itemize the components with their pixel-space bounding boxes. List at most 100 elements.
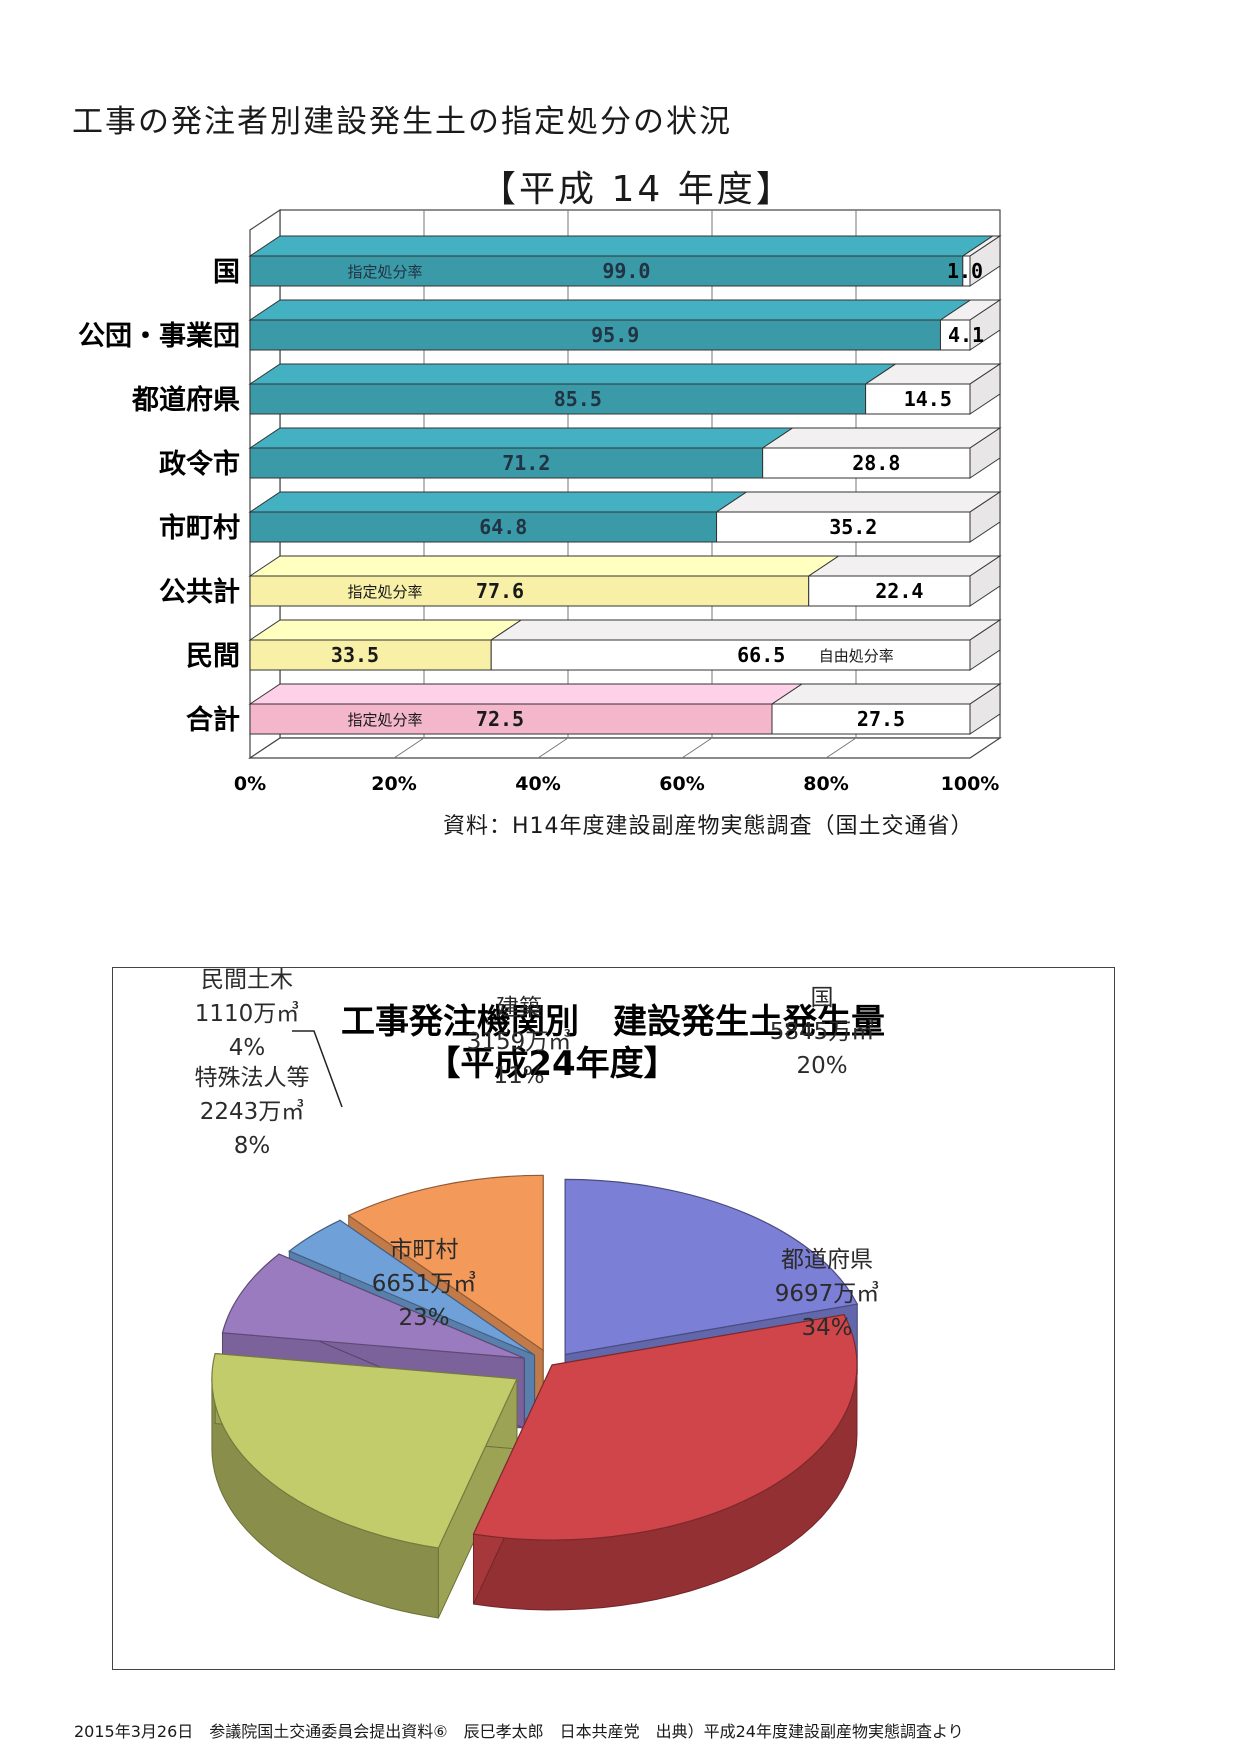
bar-value-free: 22.4 xyxy=(875,579,923,603)
bar-end-face xyxy=(969,235,1001,287)
bar-chart-x-ticks: 0% 20% 40% 60% 80% 100% xyxy=(234,773,999,795)
bar-designated-top xyxy=(248,427,795,449)
bar-free-segment xyxy=(865,383,971,415)
pie-leader-line xyxy=(292,1030,343,1108)
bar-designated-top xyxy=(248,619,523,641)
bar-value-designated: 71.2 xyxy=(502,451,550,475)
bar-free-top xyxy=(770,683,1002,705)
pie-slice-percent: 34% xyxy=(801,1315,852,1341)
pie-slice-name: 特殊法人等 xyxy=(195,1065,310,1091)
bar-end-face xyxy=(969,555,1001,607)
pie-slice xyxy=(347,1174,544,1352)
bar-value-designated: 85.5 xyxy=(554,387,602,411)
bar-value-designated: 33.5 xyxy=(331,643,379,667)
bar-category-label: 政令市 xyxy=(159,448,240,480)
bar-chart-subtitle: 【平成 14 年度】 xyxy=(480,169,795,210)
pie-slice-value: 9697万㎥ xyxy=(775,1280,880,1307)
page-title: 工事の発注者別建設発生土の指定処分の状況 xyxy=(72,104,732,140)
bar-value-designated: 72.5 xyxy=(476,707,524,731)
pie-slice-percent: 4% xyxy=(229,1035,266,1061)
bar-value-free: 14.5 xyxy=(904,387,952,411)
bar-free-segment xyxy=(762,447,971,479)
bar-end-face xyxy=(969,619,1001,671)
pie-slice xyxy=(288,1219,535,1356)
pie-slice-percent: 23% xyxy=(398,1305,449,1331)
pie-slice-value: 5845万㎥ xyxy=(770,1018,875,1045)
bar-annotation: 指定処分率 xyxy=(347,711,422,729)
pie-slice-name: 国 xyxy=(811,985,834,1011)
pie-slice-value: 6651万㎥ xyxy=(372,1270,477,1297)
pie-chart-slices xyxy=(211,1174,859,1619)
bar-annotation: 指定処分率 xyxy=(347,583,422,601)
bar-category-label: 民間 xyxy=(186,641,240,672)
bar-value-free: 66.5 xyxy=(737,643,785,667)
bar-designated-top xyxy=(248,363,898,385)
bar-designated-segment xyxy=(249,383,867,415)
bar-x-tick-label: 20% xyxy=(371,773,416,795)
bar-chart-floor xyxy=(248,737,1002,759)
bar-annotation: 自由処分率 xyxy=(819,647,894,665)
bar-designated-segment xyxy=(249,703,773,735)
pie-slice-name: 民間土木 xyxy=(201,967,293,993)
bar-chart-source: 資料：H14年度建設副産物実態調査（国土交通省） xyxy=(443,814,974,839)
bar-value-free: 27.5 xyxy=(857,707,905,731)
pie-slice-value: 2243万㎥ xyxy=(200,1098,305,1125)
bar-x-tick-label: 100% xyxy=(941,773,1000,795)
bar-end-face xyxy=(969,299,1001,351)
pie-slice-value: 1110万㎥ xyxy=(195,1000,300,1027)
pie-chart-labels: 国 5845万㎥ 20% 都道府県 9697万㎥ 34% 市町村 6651万㎥ 23% 特殊法人等… xyxy=(195,967,880,1341)
bar-end-face xyxy=(969,363,1001,415)
bar-free-segment xyxy=(808,575,971,607)
pie-chart: 工事発注機関別 建設発生土発生量 【平成24年度】 国 5845万㎥ 20% 都道府県… xyxy=(195,967,885,1619)
pie-slice-value: 3159万㎥ xyxy=(467,1028,572,1055)
pie-slice-percent: 8% xyxy=(234,1133,271,1159)
bar-designated-top xyxy=(248,491,749,513)
pie-slice xyxy=(472,1314,858,1541)
pie-slice xyxy=(211,1352,518,1549)
pie-chart-subtitle: 【平成24年度】 xyxy=(426,1044,677,1084)
bar-free-top xyxy=(807,555,1002,577)
pie-slice xyxy=(564,1178,859,1356)
bar-designated-segment xyxy=(249,319,941,351)
bar-x-tick-label: 0% xyxy=(234,773,266,795)
bar-category-label: 市町村 xyxy=(159,512,240,544)
bar-value-designated: 64.8 xyxy=(479,515,527,539)
bar-free-top xyxy=(714,491,1002,513)
bar-designated-segment xyxy=(249,639,492,671)
bar-category-label: 合計 xyxy=(186,704,240,736)
bar-free-top xyxy=(489,619,1002,641)
bar-free-segment xyxy=(771,703,971,735)
bar-chart-gridline xyxy=(825,737,857,759)
bar-designated-segment xyxy=(249,511,718,543)
bar-x-tick-label: 80% xyxy=(803,773,848,795)
bar-value-designated: 77.6 xyxy=(476,579,524,603)
bar-designated-top xyxy=(248,235,995,257)
pie-chart-frame xyxy=(112,967,1115,1670)
pie-slice-percent: 20% xyxy=(796,1053,847,1079)
bar-category-label: 国 xyxy=(213,257,240,288)
bar-value-designated: 95.9 xyxy=(591,323,639,347)
bar-value-designated: 99.0 xyxy=(602,259,650,283)
pie-slice xyxy=(221,1253,525,1359)
bar-value-free: 28.8 xyxy=(852,451,900,475)
bar-free-segment xyxy=(490,639,971,671)
bar-end-face xyxy=(969,683,1001,735)
bar-chart-grid xyxy=(248,208,1002,760)
pie-chart-title: 工事発注機関別 建設発生土発生量 xyxy=(341,1002,885,1042)
bar-free-segment xyxy=(939,319,971,351)
bar-designated-segment xyxy=(249,447,764,479)
bar-annotation: 指定処分率 xyxy=(347,263,422,281)
pie-slice-name: 都道府県 xyxy=(781,1247,873,1273)
bar-designated-top xyxy=(248,555,841,577)
bar-chart-gridline xyxy=(393,737,425,759)
bar-free-top xyxy=(760,427,1002,449)
bar-chart-gridline xyxy=(681,737,713,759)
footer-note: 2015年3月26日 参議院国土交通委員会提出資料⑥ 辰巳孝太郎 日本共産党 出… xyxy=(74,1722,964,1741)
bar-designated-segment xyxy=(249,575,810,607)
bar-end-face xyxy=(969,427,1001,479)
bar-x-tick-label: 40% xyxy=(515,773,560,795)
bar-category-label: 公共計 xyxy=(159,576,240,608)
bar-category-label: 都道府県 xyxy=(131,384,240,416)
